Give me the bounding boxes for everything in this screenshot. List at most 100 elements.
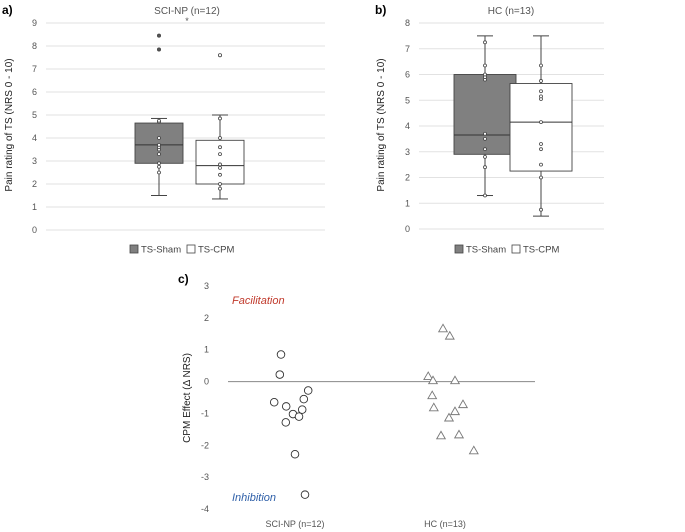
panel-c-hc-point [437,323,449,333]
panel-b-legend-sham-swatch [454,244,464,254]
panel-c-sci-np-point [275,370,285,379]
panel-a-y-tick-label: 7 [32,64,37,74]
panel-c-hc-point [427,390,438,400]
panel-a-y-tick-label: 0 [32,225,37,235]
panel-b-letter: b) [375,3,386,17]
panel-b-ts-sham-data-point [483,72,487,77]
panel-b-y-tick-label: 6 [405,70,410,80]
panel-a-letter: a) [2,3,13,17]
panel-b-y-tick-label: 8 [405,18,410,28]
panel-a-ts-sham-data-point [157,170,161,175]
panel-b-ts-cpm-data-point [539,94,543,99]
panel-b-ts-cpm-data-point [539,162,543,167]
panel-a-ts-sham-data-point [157,161,161,166]
panel-b-y-tick-label: 0 [405,224,410,234]
panel-c-y-tick-label: 1 [204,345,209,355]
panel-b-title: HC (n=13) [488,6,534,17]
panel-a-ts-cpm-data-point [218,182,222,186]
panel-b-y-tick-label: 4 [405,121,410,131]
panel-c-hc-point [449,406,461,416]
panel-a-legend: TS-Sham TS-CPM [129,244,235,256]
panel-c-sci-np-point [281,402,291,411]
panel-c-sci-np-point [290,449,300,459]
panel-c-y-tick-label: -1 [201,408,209,418]
panel-b-legend-sham-label: TS-Sham [466,245,506,256]
panel-a-legend-cpm-swatch [186,244,196,254]
panel-a-y-tick-label: 4 [32,133,37,143]
panel-a-ts-cpm-data-point [218,152,222,157]
panel-a-ts-cpm-data-point [218,136,222,140]
panel-a-y-tick-label: 6 [32,87,37,97]
panel-b-y-axis-title: Pain rating of TS (NRS 0 - 10) [376,58,387,191]
panel-a-ts-sham-outlier [156,33,161,38]
panel-b-ts-sham-data-point [483,136,487,141]
panel-b-ts-cpm-data-point [539,142,543,146]
panel-c-plot: -4 -3 -2 -1 0 1 2 3 SCI-NP (n=12) HC (n=13) [201,281,535,529]
panel-a-ts-sham-data-point [157,152,161,157]
panel-a-ts-cpm-data-point [218,116,222,121]
panel-c-y-tick-label: 0 [204,377,209,387]
panel-a-significance-star: * [185,16,189,26]
panel-c-y-tick-label: -2 [201,440,209,450]
panel-b-ts-sham-data-point [483,193,487,198]
panel-c-sci-np-point [281,418,291,427]
panel-b-y-tick-label: 7 [405,44,410,54]
panel-b-legend-cpm-swatch [511,244,521,254]
panel-c-hc-point [427,375,439,385]
panel-b-ts-cpm-data-point [539,89,543,94]
panel-c-hc-point [435,430,447,440]
panel-b-ts-sham-data-point [483,131,487,136]
panel-a-ts-cpm-data-point [218,186,222,191]
panel-c-hc-point [444,330,455,340]
panel-a-plot: 0 1 2 3 4 5 6 7 8 9 [32,18,325,235]
panel-a-ts-cpm-outlier [217,53,222,58]
panel-a-ts-sham-data-point [157,136,161,140]
panel-c-inhibition-label: Inhibition [232,492,276,504]
panel-b-ts-sham-data-point [483,147,487,152]
panel-c-y-axis-title: CPM Effect (Δ NRS) [182,353,193,443]
panel-b-ts-cpm-data-point [539,79,543,83]
panel-b-ts-cpm-data-point [539,120,543,125]
panel-b-ts-cpm-data-point [539,63,543,68]
panel-b-ts-sham-data-point [483,165,487,170]
panel-b-legend-cpm-label: TS-CPM [523,245,560,256]
panel-a-ts-sham-data-point [157,164,161,169]
panel-a-ts-sham-data-point [157,142,161,147]
panel-b-plot: 0 1 2 3 4 5 6 7 8 [405,18,604,234]
panel-c-hc-point [449,375,461,385]
panel-c-sci-np-point [294,412,304,421]
panel-b-y-tick-label: 5 [405,95,410,105]
panel-a-legend-sham-swatch [129,244,139,254]
panel-a-ts-cpm-data-point [218,165,222,170]
panel-c-y-tick-label: 2 [204,313,209,323]
panel-c-y-tick-label: -4 [201,504,209,514]
panel-a-ts-cpm-data-point [218,162,222,167]
panel-b-ts-sham-data-point [483,154,487,159]
panel-c-x-category-label: SCI-NP (n=12) [265,519,324,529]
panel-a-y-tick-label: 8 [32,41,37,51]
panel-c-sci-np-point [303,386,313,395]
panel-a-ts-cpm-data-point [218,172,222,177]
panel-c-sci-np-point [299,394,309,404]
panel-c-hc-point [443,412,455,422]
panel-b-ts-sham-data-point [483,63,487,68]
panel-b-legend: TS-Sham TS-CPM [454,244,560,256]
panel-b-ts-cpm-data-point [539,147,543,152]
panel-c-hc-point [428,402,439,412]
panel-c-y-tick-label: 3 [204,281,209,291]
panel-a-ts-sham-outlier [156,47,161,52]
panel-c-sci-np-point [300,490,310,499]
panel-c-letter: c) [178,272,189,286]
panel-c-sci-np-point [269,398,279,407]
panel-a-y-tick-label: 5 [32,110,37,120]
panel-a-legend-cpm-label: TS-CPM [198,245,235,256]
panel-a-title: SCI-NP (n=12) [154,6,220,17]
panel-b-ts-sham-data-point [483,40,487,45]
panel-c-y-tick-label: -3 [201,472,209,482]
panel-a-y-tick-label: 9 [32,18,37,28]
panel-b-ts-sham-box [453,74,517,155]
panel-b-y-tick-label: 1 [405,198,410,208]
panel-c-facilitation-label: Facilitation [232,295,285,307]
panel-c-hc-point [423,371,434,381]
